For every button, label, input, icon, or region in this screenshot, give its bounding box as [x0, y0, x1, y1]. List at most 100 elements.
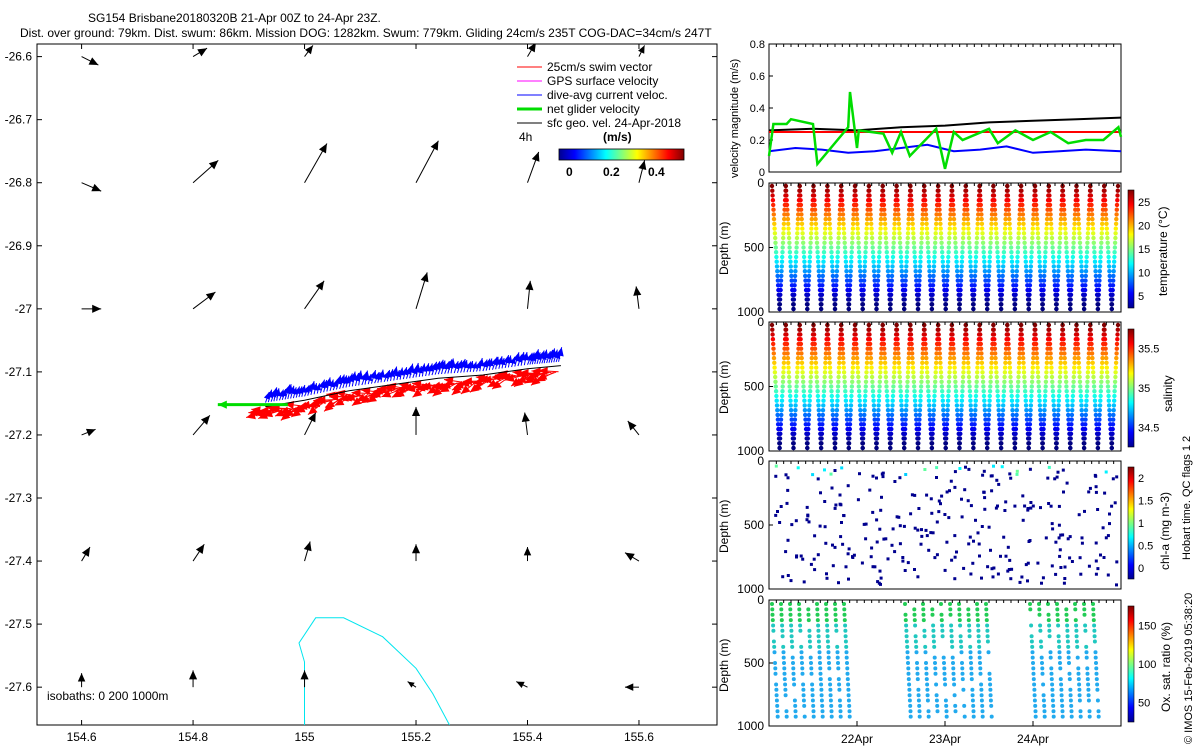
section-dot — [986, 278, 991, 283]
section-dot — [792, 278, 798, 283]
section-dot — [1071, 370, 1077, 375]
dac-vector — [452, 360, 460, 374]
section-dot — [1054, 431, 1060, 436]
section-dot — [871, 393, 876, 399]
section-dot — [1041, 698, 1046, 703]
section-dot — [1068, 431, 1074, 436]
section-dot — [1038, 417, 1044, 422]
net-glider-velocity-arrow — [217, 400, 288, 409]
section-dot — [823, 351, 829, 356]
chlorophyll-colorbar-label: chl-a (mg m-3) — [1158, 492, 1172, 570]
section-dot — [1026, 508, 1030, 512]
dac-vector — [391, 366, 399, 381]
section-dot — [846, 441, 852, 446]
section-dot — [1028, 602, 1032, 606]
section-dot — [1083, 417, 1088, 422]
section-dot — [1022, 250, 1028, 255]
section-dot — [1040, 445, 1045, 451]
section-dot — [1031, 661, 1035, 665]
section-dot — [933, 370, 938, 375]
section-dot — [1035, 221, 1040, 226]
section-dot — [945, 490, 949, 494]
section-dot — [775, 417, 781, 422]
section-dot — [898, 524, 902, 528]
section-dot — [1063, 577, 1067, 580]
section-dot — [1059, 566, 1063, 569]
section-dot — [996, 504, 999, 508]
geo-vector-head — [304, 45, 313, 55]
section-dot — [1074, 634, 1079, 639]
section-dot — [930, 283, 936, 288]
section-dot — [1031, 351, 1036, 356]
section-dot — [793, 269, 798, 274]
section-dot — [841, 370, 847, 375]
section-dot — [860, 306, 865, 312]
section-dot — [801, 240, 806, 245]
section-dot — [883, 374, 889, 380]
section-dot — [1096, 302, 1101, 307]
section-dot — [912, 618, 917, 623]
swim-vector-head — [316, 396, 326, 405]
section-dot — [867, 198, 872, 203]
section-dot — [968, 254, 973, 260]
section-dot — [891, 384, 896, 389]
section-dot — [839, 337, 845, 342]
section-dot — [936, 337, 942, 342]
geo-vector-head — [92, 304, 102, 313]
section-dot — [1029, 634, 1034, 639]
section-dot — [1106, 264, 1112, 269]
section-dot — [933, 671, 938, 676]
swim-vector-head — [538, 367, 548, 376]
section-dot — [1105, 374, 1110, 380]
section-dot — [862, 412, 867, 418]
section-dot — [834, 412, 839, 418]
section-dot — [865, 351, 870, 356]
section-dot — [1084, 650, 1089, 655]
section-dot — [1042, 269, 1047, 274]
section-dot — [846, 687, 851, 692]
section-dot — [925, 493, 929, 497]
section-dot — [968, 269, 974, 274]
section-dot — [932, 245, 938, 250]
section-dot — [973, 398, 978, 403]
section-dot — [932, 254, 937, 260]
section-dot — [884, 384, 889, 389]
section-dot — [823, 355, 828, 361]
dac-vector-head — [394, 370, 401, 378]
section-dot — [950, 337, 955, 342]
section-dot — [838, 709, 843, 714]
section-dot — [995, 254, 1000, 260]
section-dot — [889, 412, 895, 418]
section-dot — [898, 384, 903, 389]
section-dot — [953, 709, 958, 714]
section-dot — [856, 240, 861, 245]
section-dot — [838, 493, 842, 497]
section-dot — [817, 278, 822, 283]
section-dot — [791, 306, 796, 312]
section-dot — [985, 292, 991, 297]
section-dot — [1020, 207, 1025, 212]
section-dot — [861, 422, 866, 427]
section-dot — [902, 287, 908, 293]
section-dot — [800, 231, 805, 236]
section-dot — [986, 269, 992, 274]
section-dot — [812, 198, 817, 203]
section-dot — [1010, 278, 1016, 283]
section-dot — [1061, 202, 1067, 208]
section-dot — [1084, 644, 1089, 649]
section-dot — [989, 365, 994, 370]
section-dot — [825, 576, 829, 580]
section-dot — [1112, 398, 1117, 403]
section-dot — [870, 250, 876, 255]
dac-vector-head — [346, 373, 355, 383]
section-dot — [982, 398, 987, 403]
section-dot — [962, 351, 967, 356]
section-dot — [1067, 677, 1072, 682]
section-dot — [940, 494, 944, 498]
section-dot — [924, 666, 929, 671]
section-dot — [932, 393, 937, 399]
dac-vector-head — [266, 389, 274, 399]
